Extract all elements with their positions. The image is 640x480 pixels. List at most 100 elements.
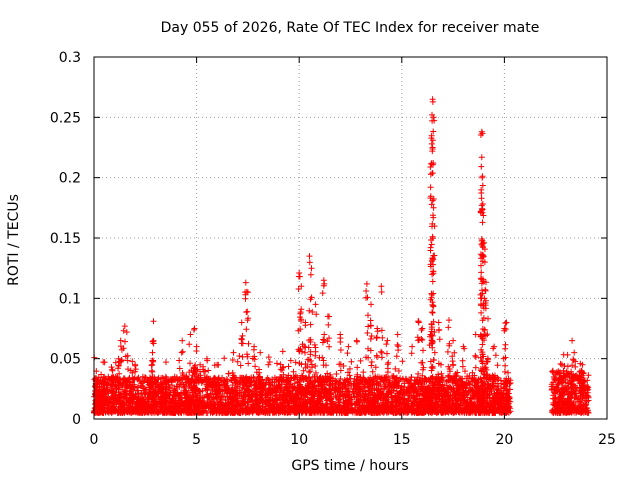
data-point [268, 382, 275, 389]
data-point [454, 390, 461, 397]
data-point [300, 396, 307, 403]
data-point [237, 362, 244, 369]
data-point [263, 379, 270, 386]
data-point [265, 361, 272, 368]
data-point [123, 329, 130, 336]
data-point [323, 395, 330, 401]
data-point [360, 369, 367, 376]
data-point [469, 401, 476, 408]
data-point [236, 387, 243, 394]
data-point [449, 406, 456, 412]
data-point [170, 405, 177, 412]
data-point [282, 384, 288, 391]
data-point [225, 370, 232, 377]
data-point [497, 377, 504, 384]
data-point [130, 376, 137, 383]
data-point [473, 409, 480, 416]
data-point [146, 396, 152, 403]
data-point [419, 399, 426, 406]
data-point [362, 407, 369, 414]
data-point [457, 375, 464, 382]
data-point [112, 392, 119, 399]
data-point [405, 403, 412, 410]
data-point [385, 359, 392, 366]
data-point [242, 279, 249, 286]
data-point [471, 406, 478, 413]
data-point [95, 374, 102, 381]
data-point [488, 384, 495, 391]
data-point [265, 354, 272, 361]
data-point [284, 374, 291, 381]
data-point [216, 381, 223, 388]
data-point [186, 341, 193, 348]
data-point [392, 365, 399, 372]
data-point [331, 387, 338, 394]
data-point [210, 395, 217, 401]
data-point [403, 399, 410, 406]
data-point [132, 401, 139, 408]
data-point [400, 376, 407, 383]
data-point [238, 319, 245, 326]
data-point [466, 388, 473, 395]
data-point [232, 404, 239, 411]
data-point [421, 375, 428, 382]
data-point [435, 395, 442, 402]
data-point [495, 393, 502, 400]
data-point [292, 359, 299, 366]
data-point [347, 380, 353, 387]
data-point [471, 392, 478, 399]
data-point [346, 399, 353, 406]
data-point [455, 386, 462, 393]
data-point [263, 398, 270, 405]
data-point [365, 387, 372, 394]
data-point [451, 400, 458, 407]
data-point [494, 362, 501, 369]
data-point [230, 349, 237, 356]
data-point [356, 390, 363, 397]
data-point [464, 373, 471, 380]
data-point [132, 362, 139, 369]
data-point [178, 380, 185, 387]
data-point [468, 378, 475, 385]
data-point [456, 385, 462, 392]
data-point [214, 389, 221, 396]
data-point [333, 371, 340, 377]
data-point [398, 390, 405, 396]
data-point [390, 373, 397, 379]
data-point [223, 382, 230, 389]
data-point [177, 399, 183, 406]
data-point [377, 395, 384, 402]
data-point [460, 380, 467, 387]
data-point [205, 404, 212, 411]
data-point [456, 396, 463, 402]
data-point [97, 409, 104, 416]
data-point [266, 359, 273, 365]
data-point [347, 396, 353, 403]
data-point [226, 404, 233, 411]
data-point [317, 390, 323, 397]
data-point [329, 398, 336, 405]
data-point [176, 357, 183, 364]
data-point [204, 394, 211, 401]
data-point [507, 386, 513, 393]
data-point [195, 379, 202, 386]
data-point [224, 378, 231, 385]
data-point [450, 385, 457, 392]
data-point [224, 390, 231, 397]
data-point [199, 407, 206, 414]
data-point [208, 403, 215, 410]
data-point [252, 381, 259, 388]
data-point [495, 400, 502, 407]
data-point [424, 407, 431, 414]
data-point [291, 384, 298, 391]
data-point [134, 384, 141, 391]
data-point [252, 385, 259, 391]
data-point [149, 349, 156, 356]
data-point [178, 409, 185, 416]
data-point [280, 376, 287, 383]
data-point [286, 403, 293, 410]
data-point [314, 408, 321, 415]
data-point [205, 367, 212, 374]
data-point [212, 402, 219, 409]
